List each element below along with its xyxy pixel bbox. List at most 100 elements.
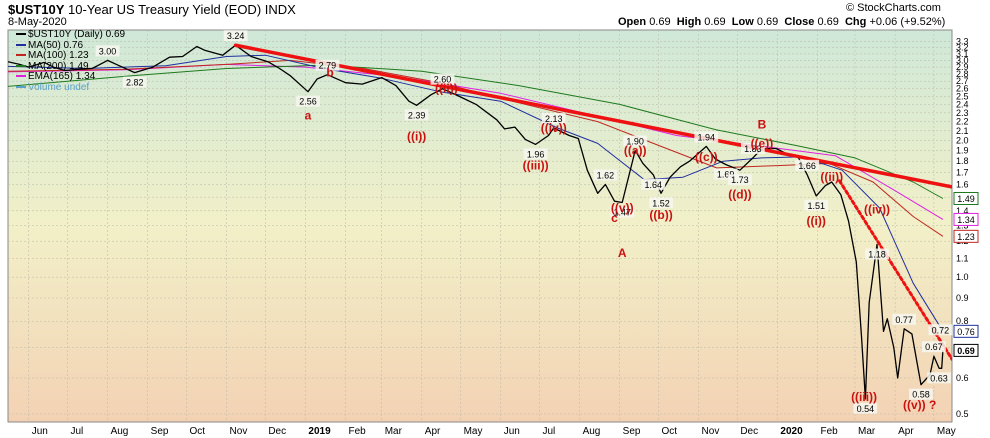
y-tick-label: 3.2 — [956, 43, 969, 53]
legend-label: MA(200) 1.49 — [28, 60, 89, 72]
price-label-bg — [892, 313, 917, 325]
price-label: 0.72 — [932, 325, 950, 335]
right-tag-label: 0.76 — [957, 327, 975, 337]
y-tick-label: 0.9 — [956, 293, 969, 303]
legend-swatch — [16, 43, 26, 46]
x-tick-label: Nov — [230, 426, 248, 437]
price-label: 1.62 — [597, 170, 615, 180]
price-label: 3.24 — [227, 31, 245, 41]
x-tick-label: Jun — [32, 426, 48, 437]
open-label: Open — [618, 16, 647, 28]
wave-label: ((ii)) — [820, 170, 843, 184]
series-ma50 — [8, 54, 944, 332]
ohlc-readout: Open 0.69 High 0.69 Low 0.69 Close 0.69 … — [618, 16, 945, 28]
x-tick-label: Oct — [661, 426, 677, 437]
price-label: 1.94 — [698, 132, 716, 142]
wave-label: ((iii)) — [523, 159, 549, 173]
price-label: 0.63 — [930, 373, 948, 383]
open-value: 0.69 — [649, 16, 671, 28]
grid — [8, 30, 952, 422]
price-label: 2.39 — [408, 110, 426, 120]
x-tick-label: Sep — [151, 426, 169, 437]
close-value: 0.69 — [817, 16, 839, 28]
y-tick-label: 1.8 — [956, 156, 969, 166]
x-tick-label: Jun — [504, 426, 520, 437]
x-tick-label: Apr — [425, 426, 441, 437]
price-label: 1.96 — [527, 149, 545, 159]
wave-label: a — [305, 108, 312, 122]
price-label: 1.52 — [652, 198, 670, 208]
wave-label: ((e)) — [751, 136, 774, 150]
wave-label: ((iii)) — [851, 390, 877, 404]
price-label: 1.83 — [744, 144, 762, 154]
series-price — [8, 44, 944, 400]
wave-label: ((iv)) — [864, 202, 890, 216]
y-tick-label: 2.4 — [956, 99, 969, 109]
price-label: 1.69 — [717, 170, 735, 180]
y-tick-label: 1.7 — [956, 167, 969, 177]
y-tick-label: 1.6 — [956, 179, 969, 189]
right-tag-box — [953, 324, 979, 338]
x-tick-label: 2019 — [308, 426, 331, 437]
x-axis: Jun Jul Aug Sep Oct Nov Dec 2019 Feb Mar Apr May Jun… — [32, 426, 956, 437]
price-label-bg — [623, 135, 648, 147]
wave-label: ((i)) — [407, 130, 426, 144]
price-label: 2.13 — [545, 114, 563, 124]
price-label: 0.77 — [895, 315, 913, 325]
x-tick-label: Jul — [70, 426, 83, 437]
y-tick-label: 1.0 — [956, 272, 969, 282]
price-label: 2.79 — [319, 61, 337, 71]
x-tick-label: Apr — [898, 426, 914, 437]
price-label-bg — [430, 73, 455, 85]
price-label-bg — [865, 248, 889, 260]
x-tick-label: May — [464, 426, 483, 437]
price-label-bg — [593, 169, 618, 181]
high-value: 0.69 — [704, 16, 726, 28]
wave-label: ((v)) ? — [903, 398, 936, 412]
y-tick-label: 3.1 — [956, 49, 969, 59]
y-tick-label: 3.3 — [956, 37, 969, 47]
legend-item: MA(50) 0.76 — [16, 39, 125, 52]
price-label-bg — [921, 341, 946, 353]
price-label-bg — [404, 109, 429, 121]
y-tick-label: 0.8 — [956, 316, 969, 326]
y-tick-label: 2.0 — [956, 135, 969, 145]
y-axis: 0.50.60.70.80.91.01.11.21.31.41.51.61.71… — [956, 37, 969, 419]
price-label-bg — [541, 112, 566, 124]
wave-label: ((ii)) — [435, 82, 458, 96]
close-label: Close — [784, 16, 815, 28]
price-label: 1.64 — [645, 180, 663, 190]
y-tick-label: 2.8 — [956, 69, 969, 79]
price-label: 2.56 — [299, 97, 317, 107]
price-label: 3.00 — [99, 46, 117, 56]
price-label-bg — [804, 199, 829, 211]
high-label: High — [676, 16, 702, 28]
y-tick-label: 2.3 — [956, 108, 969, 118]
wave-label-layer: a b ((i)) ((ii)) ((iii)) ((iv)) c((v)) A ((a)) ((… — [305, 66, 937, 412]
legend-label: MA(50) 0.76 — [28, 39, 84, 51]
description: 10-Year US Treasury Yield (EOD) — [68, 2, 262, 17]
x-tick-label: Mar — [385, 426, 403, 437]
legend-swatch — [16, 75, 26, 78]
wave-label: c — [611, 211, 618, 225]
chart-title: $UST10Y 10-Year US Treasury Yield (EOD) … — [8, 2, 296, 17]
legend-item: EMA(165) 1.34 — [16, 71, 125, 83]
wave-label: ((a)) — [624, 144, 647, 158]
price-label: 1.47 — [613, 208, 631, 218]
trendline-resistance — [233, 43, 952, 189]
x-tick-label: 2020 — [780, 426, 803, 437]
chart-date: 8-May-2020 — [8, 16, 67, 28]
x-tick-label: Aug — [111, 426, 129, 437]
series-ma200 — [8, 64, 944, 199]
x-tick-label: Nov — [702, 426, 720, 437]
y-tick-label: 3.0 — [956, 55, 969, 65]
right-tag-box — [953, 229, 979, 243]
right-tag-label: 0.69 — [957, 346, 975, 356]
x-tick-label: Aug — [583, 426, 601, 437]
legend-swatch — [16, 54, 26, 57]
x-tick-label: Jul — [542, 426, 555, 437]
price-label-bg — [610, 206, 635, 218]
price-label-bg — [728, 174, 752, 186]
y-tick-label: 2.1 — [956, 126, 969, 136]
